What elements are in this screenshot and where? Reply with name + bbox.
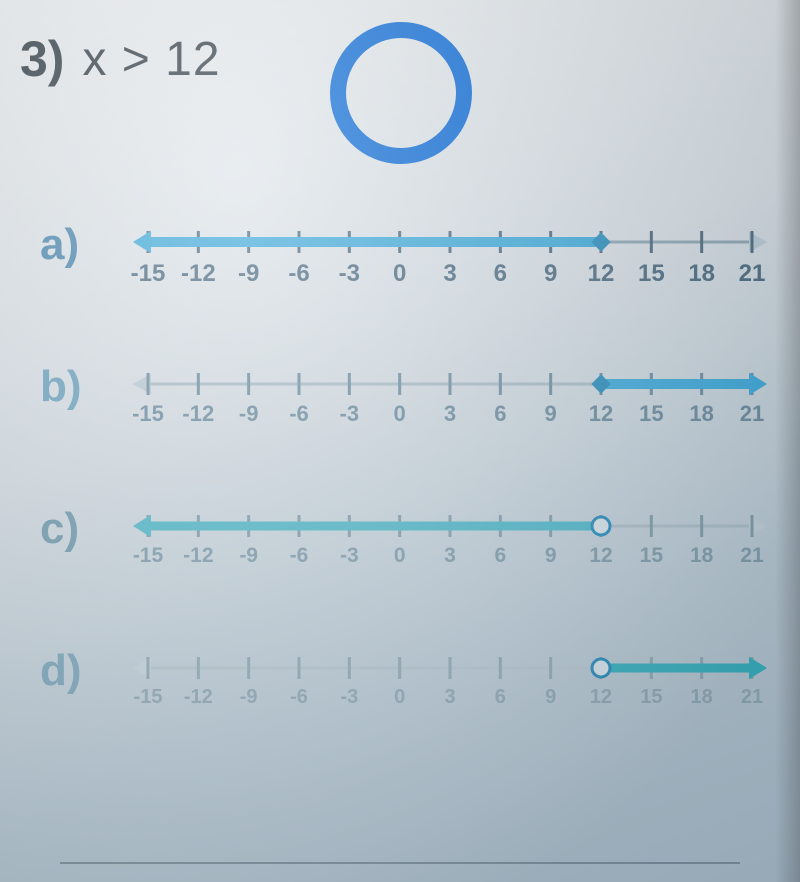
svg-text:3: 3 <box>443 260 456 287</box>
svg-text:0: 0 <box>394 544 406 567</box>
question-number: 3) <box>20 30 64 88</box>
number-line: -15 -12 -9 -6 -3 0 3 6 9 12 15 18 21 <box>130 360 770 440</box>
svg-text:12: 12 <box>589 544 612 567</box>
number-line: -15 -12 -9 -6 -3 0 3 6 9 12 15 18 21 <box>130 218 770 298</box>
svg-text:-6: -6 <box>290 686 308 708</box>
svg-text:-3: -3 <box>340 401 360 426</box>
option-label: a) <box>40 218 130 270</box>
svg-text:21: 21 <box>741 686 763 708</box>
svg-text:-15: -15 <box>131 260 166 287</box>
svg-text:15: 15 <box>638 260 665 287</box>
svg-text:-9: -9 <box>240 686 258 708</box>
option-label: b) <box>40 360 130 412</box>
svg-text:-9: -9 <box>239 401 259 426</box>
svg-text:18: 18 <box>689 401 713 426</box>
svg-text:-3: -3 <box>339 260 360 287</box>
svg-text:-6: -6 <box>290 544 309 567</box>
svg-text:9: 9 <box>544 260 557 287</box>
svg-text:-9: -9 <box>238 260 259 287</box>
option-row[interactable]: d) -15 -12 -9 -6 -3 0 3 6 9 12 15 18 21 <box>40 644 770 724</box>
svg-text:-12: -12 <box>183 544 213 567</box>
svg-text:6: 6 <box>495 686 506 708</box>
option-row[interactable]: b) -15 -12 -9 -6 -3 0 3 6 9 12 15 18 21 <box>40 360 770 440</box>
svg-text:12: 12 <box>588 260 615 287</box>
svg-text:-6: -6 <box>288 260 309 287</box>
number-line: -15 -12 -9 -6 -3 0 3 6 9 12 15 18 21 <box>130 644 770 724</box>
svg-text:-6: -6 <box>289 401 309 426</box>
svg-text:18: 18 <box>688 260 715 287</box>
svg-text:18: 18 <box>691 686 713 708</box>
svg-text:-12: -12 <box>181 260 216 287</box>
svg-text:0: 0 <box>394 686 405 708</box>
svg-text:15: 15 <box>640 686 662 708</box>
svg-text:6: 6 <box>494 401 506 426</box>
question-expression: x > 12 <box>82 32 220 87</box>
divider <box>60 862 740 864</box>
svg-text:-15: -15 <box>134 686 163 708</box>
option-label: c) <box>40 502 130 554</box>
svg-text:-15: -15 <box>133 544 164 567</box>
svg-text:-12: -12 <box>184 686 213 708</box>
svg-text:6: 6 <box>494 260 507 287</box>
svg-text:21: 21 <box>739 260 766 287</box>
svg-text:18: 18 <box>690 544 714 567</box>
svg-text:6: 6 <box>494 544 506 567</box>
svg-text:9: 9 <box>545 686 556 708</box>
svg-text:15: 15 <box>639 401 663 426</box>
option-row[interactable]: c) -15 -12 -9 -6 -3 0 3 6 9 12 15 18 21 <box>40 502 770 582</box>
svg-text:15: 15 <box>640 544 664 567</box>
svg-text:-12: -12 <box>182 401 214 426</box>
svg-text:12: 12 <box>590 686 612 708</box>
svg-text:9: 9 <box>545 401 557 426</box>
svg-text:3: 3 <box>444 401 456 426</box>
svg-text:21: 21 <box>740 401 764 426</box>
svg-text:9: 9 <box>545 544 557 567</box>
option-label: d) <box>40 644 130 696</box>
edge-shadow <box>775 0 800 882</box>
svg-text:-3: -3 <box>340 686 358 708</box>
svg-text:12: 12 <box>589 401 613 426</box>
svg-text:-15: -15 <box>132 401 164 426</box>
svg-text:0: 0 <box>394 401 406 426</box>
svg-text:-3: -3 <box>340 544 359 567</box>
hint-circle-open-icon <box>330 22 472 164</box>
option-row[interactable]: a) -15 -12 -9 -6 -3 0 3 6 9 12 15 18 21 <box>40 218 770 298</box>
svg-text:3: 3 <box>444 544 456 567</box>
svg-text:0: 0 <box>393 260 406 287</box>
svg-text:21: 21 <box>740 544 764 567</box>
number-line: -15 -12 -9 -6 -3 0 3 6 9 12 15 18 21 <box>130 502 770 582</box>
question-header: 3) x > 12 <box>20 30 221 88</box>
answer-options: a) -15-12-9-6-3036912151821 b) -15-12-9-… <box>40 218 770 786</box>
svg-text:3: 3 <box>444 686 455 708</box>
svg-text:-9: -9 <box>239 544 258 567</box>
